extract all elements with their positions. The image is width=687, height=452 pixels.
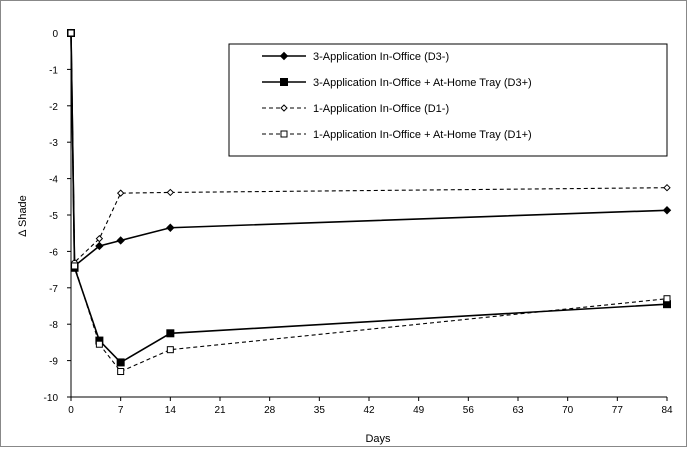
x-tick-label: 63 (512, 405, 524, 416)
data-point (116, 236, 125, 245)
x-tick-label: 0 (68, 405, 74, 416)
data-point (95, 340, 103, 348)
x-axis: 0 7 14 21 28 35 42 49 56 63 70 77 84 (68, 396, 673, 416)
legend-entry: 1-Application In-Office (D1-) (262, 103, 449, 115)
data-point (663, 295, 671, 303)
legend-label: 3-Application In-Office (D3-) (313, 51, 449, 63)
x-tick-label: 70 (562, 405, 574, 416)
y-tick-label: -8 (49, 320, 58, 331)
y-tick-label: -10 (44, 393, 59, 404)
data-point (166, 188, 175, 197)
y-tick-label: -4 (49, 175, 58, 186)
x-tick-label: 84 (661, 405, 673, 416)
x-tick-label: 7 (118, 405, 124, 416)
x-axis-label: Days (365, 433, 391, 445)
legend: 3-Application In-Office (D3-) 3-Applicati… (228, 43, 668, 157)
x-tick-label: 77 (612, 405, 624, 416)
data-point (117, 368, 125, 376)
series-line (70, 32, 668, 364)
legend-entry: 3-Application In-Office (D3-) (262, 51, 449, 63)
legend-label: 3-Application In-Office + At-Home Tray (… (313, 77, 532, 89)
y-tick-label: -5 (49, 211, 58, 222)
x-tick-label: 14 (165, 405, 177, 416)
x-tick-label: 56 (463, 405, 475, 416)
data-point (116, 189, 125, 197)
data-point (166, 223, 175, 232)
y-tick-label: -3 (49, 138, 58, 149)
y-tick-label: -6 (49, 247, 58, 258)
x-tick-label: 42 (363, 405, 375, 416)
y-axis-label: Δ Shade (17, 195, 29, 237)
legend-entry: 1-Application In-Office + At-Home Tray (… (262, 129, 532, 141)
y-tick-label: -7 (49, 284, 58, 295)
y-tick-label: -9 (49, 357, 58, 368)
data-point (166, 346, 174, 354)
x-tick-label: 35 (314, 405, 326, 416)
series-4 (67, 29, 671, 376)
data-point (95, 234, 104, 243)
legend-entry: 3-Application In-Office + At-Home Tray (… (262, 77, 532, 89)
data-point (71, 262, 79, 270)
data-point (116, 358, 125, 367)
data-point (166, 329, 175, 338)
legend-marker (279, 51, 289, 61)
y-axis: 0 -1 -2 -3 -4 -5 -6 -7 -8 -9 -10 (44, 29, 72, 404)
legend-label: 1-Application In-Office + At-Home Tray (… (313, 129, 532, 141)
series-layer (66, 28, 672, 376)
y-tick-label: 0 (52, 29, 58, 40)
y-tick-label: -1 (49, 65, 58, 76)
data-point (663, 183, 671, 192)
legend-box (228, 43, 668, 157)
series-line (70, 32, 668, 373)
data-point (95, 241, 104, 251)
x-tick-label: 49 (413, 405, 425, 416)
data-point (67, 29, 75, 37)
legend-marker (280, 104, 288, 112)
y-tick-label: -2 (49, 102, 58, 113)
legend-marker (280, 130, 288, 138)
x-tick-label: 28 (264, 405, 276, 416)
x-tick-label: 21 (214, 405, 226, 416)
data-point (662, 206, 672, 215)
legend-marker (280, 78, 288, 86)
legend-label: 1-Application In-Office (D1-) (313, 103, 449, 115)
